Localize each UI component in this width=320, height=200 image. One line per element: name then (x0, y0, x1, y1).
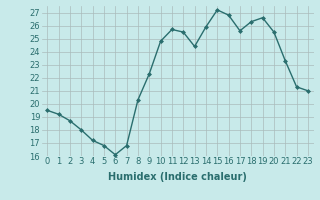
X-axis label: Humidex (Indice chaleur): Humidex (Indice chaleur) (108, 172, 247, 182)
